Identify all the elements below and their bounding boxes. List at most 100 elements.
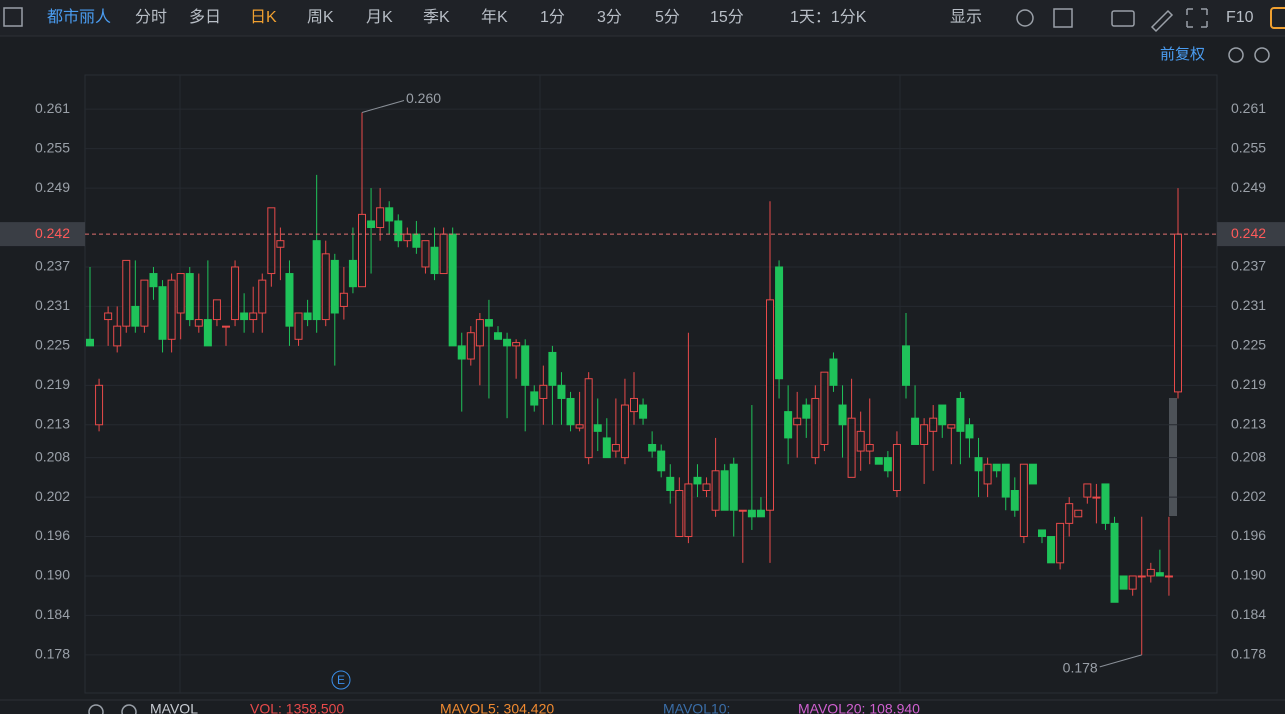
candle-body — [521, 345, 530, 386]
fullscreen-icon[interactable] — [1186, 8, 1208, 28]
candle-body — [475, 319, 484, 347]
vol-label: VOL: 1358.500 — [250, 701, 344, 714]
candle-body — [729, 463, 738, 511]
camera-icon[interactable] — [1111, 10, 1135, 27]
y-tick-label-right: 0.190 — [1231, 567, 1266, 583]
y-tick-label-right: 0.255 — [1231, 139, 1266, 155]
period-tab[interactable]: 15分 — [710, 8, 744, 26]
candle-body — [1056, 522, 1065, 564]
period-tab[interactable]: 日K — [250, 9, 277, 26]
candle-body — [602, 437, 611, 459]
candle-body — [312, 240, 321, 321]
candle-body — [430, 246, 439, 275]
candle-body — [593, 424, 602, 432]
candle-body — [303, 312, 312, 321]
stock-name[interactable]: 都市丽人 — [47, 8, 111, 26]
candle-body — [131, 305, 140, 327]
candle-body — [194, 319, 203, 327]
candle-body — [620, 404, 629, 459]
candle-body — [657, 450, 666, 472]
draw-icon[interactable] — [1053, 8, 1073, 28]
candle-body — [920, 424, 929, 445]
adjust-mode[interactable]: 前复权 — [1160, 45, 1205, 63]
event-marker[interactable] — [331, 670, 351, 690]
y-tick-label: 0.255 — [35, 139, 70, 155]
candle-body — [584, 378, 593, 459]
candle-body — [348, 259, 357, 288]
candle-body — [784, 411, 793, 439]
y-tick-label: 0.190 — [35, 567, 70, 583]
candle-body — [385, 207, 394, 222]
candle-body — [294, 312, 303, 340]
candle-body — [874, 457, 883, 465]
period-tab[interactable]: 季K — [423, 8, 450, 26]
candle-body — [158, 286, 167, 340]
candle-body — [167, 279, 176, 340]
period-tab[interactable]: 多日 — [189, 8, 221, 26]
candle-body — [974, 457, 983, 472]
high-annotation: 0.260 — [406, 90, 441, 106]
candle-body — [1047, 536, 1056, 564]
mavol5-label: MAVOL5: 304.420 — [440, 701, 554, 714]
candle-body — [557, 384, 566, 399]
period-tab[interactable]: 1分 — [540, 8, 565, 26]
candle-body — [1128, 575, 1137, 590]
candle-body — [367, 220, 376, 229]
candle-body — [412, 233, 421, 248]
candle-body — [675, 490, 684, 538]
y-tick-label-right: 0.202 — [1231, 488, 1266, 504]
y-tick-label: 0.196 — [35, 527, 70, 543]
y-tick-label-right: 0.184 — [1231, 606, 1266, 622]
candle-body — [829, 358, 838, 386]
scroll-thumb[interactable] — [1169, 398, 1177, 516]
indicator-name[interactable]: MAVOL — [150, 701, 198, 714]
f10-button[interactable]: F10 — [1226, 9, 1254, 26]
candle-body — [421, 240, 430, 268]
candle-body — [258, 279, 267, 314]
y-tick-label-right: 0.249 — [1231, 179, 1266, 195]
low-annotation: 0.178 — [1063, 660, 1098, 676]
candle-body — [548, 351, 557, 386]
indicator-settings[interactable] — [88, 704, 104, 714]
candle-body — [394, 220, 403, 242]
last-price-label: 0.242 — [35, 225, 70, 241]
period-tab[interactable]: 5分 — [655, 8, 680, 26]
sidebar-toggle[interactable] — [3, 7, 23, 27]
period-tab[interactable]: 分时 — [135, 8, 167, 26]
y-tick-label: 0.261 — [35, 100, 70, 116]
candle-body — [938, 404, 947, 426]
indicator-close[interactable] — [121, 704, 137, 714]
display-menu[interactable]: 显示 — [950, 9, 982, 26]
period-tab[interactable]: 周K — [307, 9, 334, 26]
y-tick-label: 0.225 — [35, 337, 70, 353]
y-tick-label: 0.202 — [35, 488, 70, 504]
candle-body — [756, 509, 765, 518]
candle-body — [1010, 490, 1019, 511]
period-tab[interactable]: 年K — [481, 8, 508, 26]
candle-body — [711, 470, 720, 511]
zoom-out-icon[interactable] — [1254, 47, 1270, 63]
period-tab[interactable]: 月K — [366, 9, 393, 26]
period-tab[interactable]: 3分 — [597, 8, 622, 26]
candle-body — [512, 342, 521, 347]
y-tick-label-right: 0.261 — [1231, 100, 1266, 116]
y-tick-label-right: 0.213 — [1231, 415, 1266, 431]
last-price-label-right: 0.242 — [1231, 225, 1266, 241]
settings-icon[interactable] — [1016, 9, 1034, 27]
candle-body — [330, 259, 339, 314]
candle-body — [503, 338, 512, 347]
candle-body — [802, 404, 811, 419]
candle-body — [1137, 575, 1146, 578]
reset-icon[interactable] — [1228, 47, 1244, 63]
pen-icon[interactable] — [1150, 9, 1174, 33]
candle-body — [1092, 496, 1101, 499]
candle-body — [1083, 483, 1092, 498]
panel-toggle[interactable] — [1270, 7, 1285, 29]
candle-body — [693, 476, 702, 485]
candle-body — [766, 299, 774, 511]
candle-body — [1065, 503, 1074, 524]
candle-body — [738, 509, 747, 512]
interval-select[interactable]: 1天：1分K — [790, 8, 867, 26]
candle-body — [231, 266, 240, 321]
y-tick-label-right: 0.208 — [1231, 448, 1266, 464]
